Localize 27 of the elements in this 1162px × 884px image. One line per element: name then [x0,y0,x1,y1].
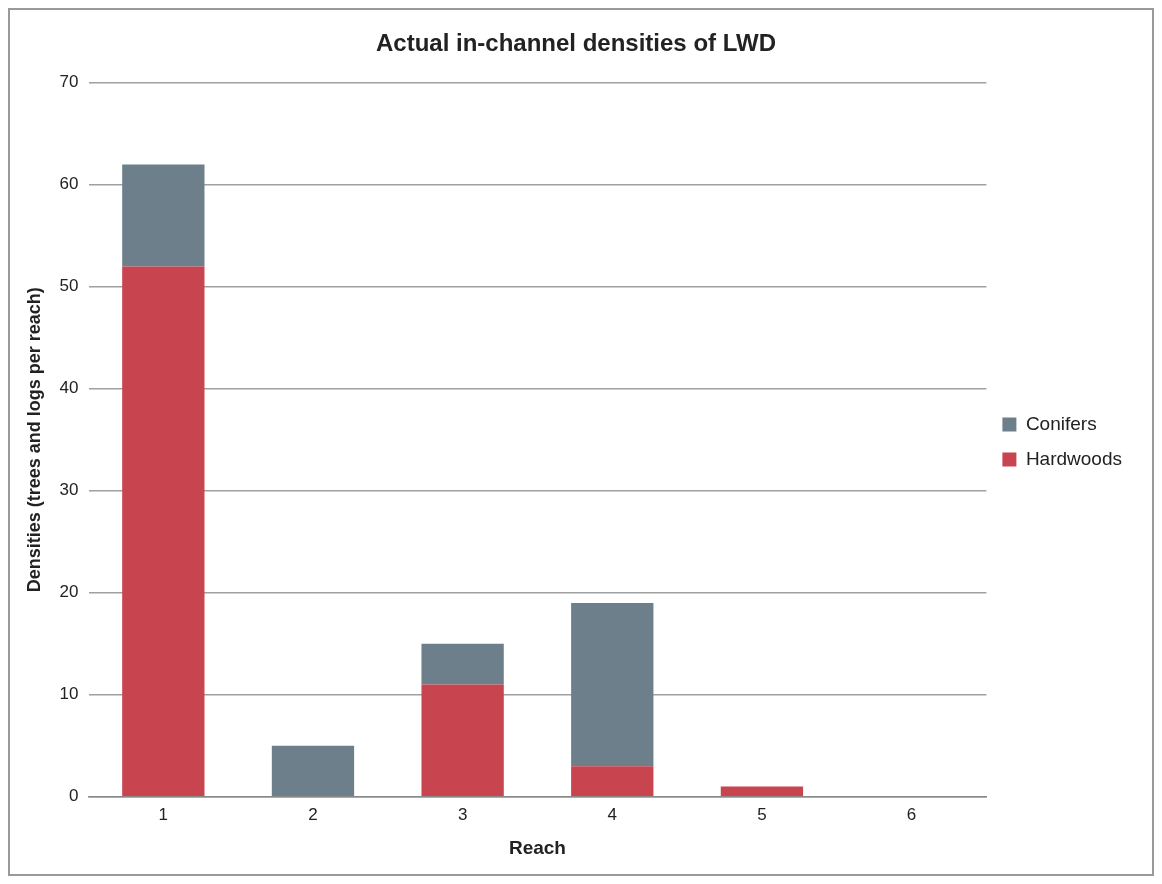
x-axis-title: Reach [508,836,566,858]
y-tick-label: 50 [59,276,79,296]
x-tick-label: 4 [607,804,618,824]
bar [571,603,654,767]
bar [720,786,804,797]
x-tick-label: 2 [308,804,318,824]
x-tick-label: 1 [158,804,169,824]
chart-title: Actual in-channel densities of LWD [375,29,777,57]
y-tick-label: 20 [59,582,79,602]
bar [271,745,355,797]
y-tick-label: 60 [59,174,79,194]
x-tick-label: 3 [457,804,468,824]
y-tick-label: 10 [59,684,79,704]
y-tick-label: 40 [59,378,79,398]
x-tick-label: 5 [757,804,767,824]
bar [571,766,654,797]
x-tick-label: 6 [906,804,917,824]
y-tick-label: 70 [59,72,79,92]
y-tick-label: 30 [59,480,79,500]
legend-label: Conifers [1025,412,1097,434]
legend-label: Hardwoods [1025,447,1123,469]
y-tick-label: 0 [69,786,79,806]
bar [122,266,205,797]
y-axis-title: Densities (trees and logs per reach) [23,287,44,593]
bar [421,643,504,685]
bar [421,684,504,797]
bar [122,164,205,267]
